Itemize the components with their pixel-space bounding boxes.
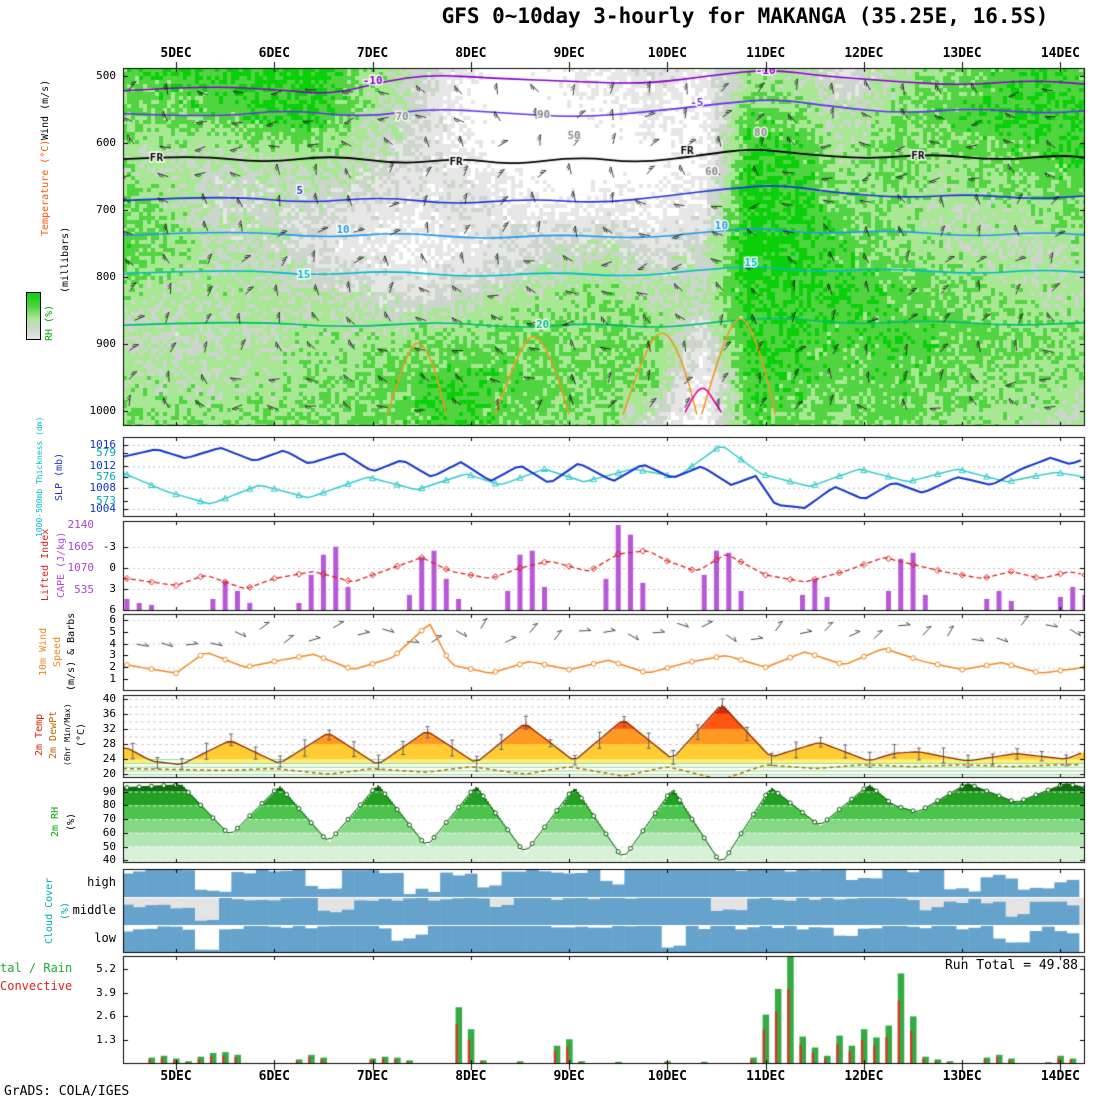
y-tick-label: 1016 [89,438,117,451]
date-label-top: 11DEC [746,46,786,61]
y-tick-label: 800 [96,270,116,284]
y-tick-label: 40 [102,853,116,867]
date-label-top: 10DEC [647,46,687,61]
y-tick-label: 24 [102,752,116,766]
axis-label-cloud-cover: Cloud Cover [44,877,55,945]
axis-label-millibars: (millibars) [60,226,71,294]
y-tick-label: 573 [96,494,116,507]
y-tick-label: 500 [96,69,116,83]
y-tick-label: 4 [109,636,116,650]
date-label-top: 8DEC [455,46,487,61]
y-tick-label: 32 [102,721,116,735]
y-tick-label: 3 [109,582,116,595]
run-total: Run Total = 49.88 [944,958,1078,973]
axis-label-rh: RH (%) [44,304,55,342]
y-tick-label: 28 [102,737,116,751]
rh-colorbar [26,292,41,340]
grads-credit: GrADS: COLA/IGES [4,1084,130,1099]
y-tick-label: 1012 [89,459,117,473]
y-tick-label: 70 [102,812,116,826]
axis-label-temperature: Temperature (°C) [40,139,51,237]
date-label-bottom: 11DEC [746,1069,786,1084]
y-tick-label: 2 [109,660,116,674]
y-tick-label: 80 [102,798,116,812]
date-label-top: 9DEC [553,46,585,61]
y-tick-label: 579 [96,446,116,459]
y-tick-label: 20 [102,767,116,781]
date-label-bottom: 14DEC [1040,1069,1080,1084]
y-tick-label: 700 [96,203,116,217]
y-tick-label: 600 [96,136,116,150]
axis-label-10m-wind: 10m Wind [38,627,49,677]
y-tick-label: 90 [102,784,116,798]
y-tick-label: 0 [109,561,116,574]
y-tick-label: 535 [74,582,94,596]
y-tick-label: 40 [102,691,116,705]
y-tick-label: 1004 [89,502,117,515]
date-label-bottom: 9DEC [553,1069,585,1084]
y-tick-label: 6 [109,603,116,616]
y-tick-label: 6 [109,612,116,626]
axis-label-thickness: 1000-500mb Thickness (dm) [35,416,44,538]
axis-label-cloud-pct: (%) [60,901,71,921]
date-label-top: 12DEC [844,46,884,61]
y-tick-label: 5 [109,624,116,638]
y-tick-label: -3 [102,540,116,553]
date-label-bottom: 8DEC [455,1069,487,1084]
y-tick-label: 1000 [89,404,117,418]
date-label-bottom: 10DEC [647,1069,687,1084]
y-tick-label: 60 [102,825,116,839]
y-tick-label: 5.2 [96,961,116,975]
y-tick-label: 50 [102,839,116,853]
axis-label-2m-dewpt: 2m DewPt [48,710,59,760]
y-tick-label: 576 [96,470,116,483]
y-tick-label: 2140 [67,518,95,531]
axis-label-slp: SLP (mb) [54,452,65,502]
date-label-top: 13DEC [942,46,982,61]
date-label-bottom: 6DEC [258,1069,290,1084]
date-label-top: 5DEC [160,46,192,61]
precip-legend-total-rain: tal / Rain [0,961,73,975]
axis-label-2m-rh: 2m RH [50,806,61,838]
axis-label-10m-speed: Speed [52,636,63,668]
y-tick-label: 900 [96,337,116,351]
y-tick-label: 1.3 [96,1033,116,1047]
y-tick-label: 36 [102,706,116,720]
y-tick-label: 3.9 [96,985,116,999]
date-label-top: 14DEC [1040,46,1080,61]
y-tick-label: 1008 [89,480,117,494]
cloud-row-label-low: low [94,931,116,945]
page-title: GFS 0~10day 3-hourly for MAKANGA (35.25E… [441,4,1049,28]
y-tick-label: 2.6 [96,1009,116,1023]
date-label-top: 7DEC [356,46,389,61]
cloud-row-label-high: high [87,875,116,889]
date-label-top: 6DEC [258,46,290,61]
y-tick-label: 1070 [67,561,95,574]
y-tick-label: 3 [109,648,116,662]
date-label-bottom: 7DEC [356,1069,389,1084]
y-tick-label: 1605 [67,539,95,553]
date-label-bottom: 12DEC [844,1069,884,1084]
precip-legend-convective: Convective [0,979,73,993]
cloud-row-label-middle: middle [72,903,116,917]
axis-label-2m-temp: 2m Temp [34,713,45,757]
y-tick-label: 1 [109,672,116,686]
date-label-bottom: 5DEC [160,1069,192,1084]
date-label-bottom: 13DEC [942,1069,982,1084]
